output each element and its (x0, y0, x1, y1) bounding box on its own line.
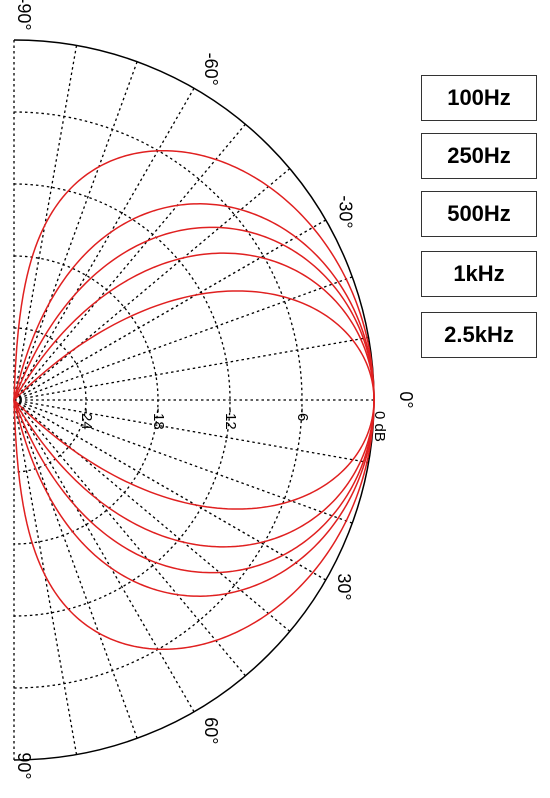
angular-tick-label: 60° (201, 717, 221, 744)
angular-tick-label: -30° (336, 195, 356, 228)
series-line-2-5khz (13, 290, 375, 510)
series-line-500hz (13, 226, 375, 574)
grid-spoke (13, 399, 291, 632)
radial-unit-label: 0 dB (371, 411, 388, 442)
grid-spoke (13, 168, 291, 401)
series-line-250hz (13, 203, 375, 597)
legend-1khz: 1kHz (421, 251, 537, 297)
series-line-100hz (13, 149, 375, 651)
grid-spoke (13, 399, 195, 713)
grid-ring (13, 183, 231, 617)
radial-tick-label: -18 (150, 408, 167, 430)
grid-spoke (13, 399, 246, 677)
polar-series (13, 149, 375, 651)
angular-tick-label: 0° (396, 391, 416, 408)
legend-100hz: 100Hz (421, 75, 537, 121)
legend-2-5khz: 2.5kHz (421, 312, 537, 358)
grid-spoke (13, 399, 327, 581)
grid-spoke (13, 219, 327, 401)
legend-500hz: 500Hz (421, 191, 537, 237)
polar-grid (13, 39, 375, 761)
series-line-1khz (13, 252, 375, 548)
angular-tick-label: -90° (14, 0, 34, 31)
grid-spoke (13, 276, 353, 401)
radial-tick-label: -24 (78, 408, 95, 430)
angular-tick-label: -60° (201, 53, 221, 86)
grid-spoke (13, 123, 246, 401)
radial-tick-label: -12 (222, 408, 239, 430)
radial-tick-label: -6 (294, 408, 311, 421)
grid-outer-ring (13, 39, 375, 761)
angular-tick-label: 30° (334, 573, 354, 600)
grid-spoke (13, 87, 195, 401)
polar-labels: -24 -18 -12 -6 0 dB -90° -60° -30° 0° 30° 60° 90° (14, 0, 416, 780)
legend-250hz: 250Hz (421, 133, 537, 179)
angular-tick-label: 90° (14, 752, 34, 779)
